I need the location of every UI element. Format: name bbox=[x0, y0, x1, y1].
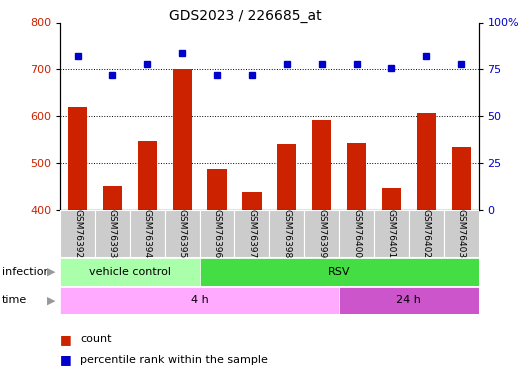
Text: ■: ■ bbox=[60, 354, 72, 366]
Bar bbox=[269, 210, 304, 257]
Text: GSM76401: GSM76401 bbox=[387, 209, 396, 258]
Bar bbox=[347, 144, 366, 210]
Bar bbox=[409, 210, 444, 257]
Bar bbox=[234, 210, 269, 257]
Bar bbox=[60, 286, 339, 314]
Text: vehicle control: vehicle control bbox=[89, 267, 171, 277]
Text: GSM76398: GSM76398 bbox=[282, 209, 291, 258]
Bar bbox=[444, 210, 479, 257]
Text: GDS2023 / 226685_at: GDS2023 / 226685_at bbox=[169, 9, 322, 23]
Text: GSM76397: GSM76397 bbox=[247, 209, 256, 258]
Text: ■: ■ bbox=[60, 333, 72, 346]
Bar bbox=[417, 113, 436, 210]
Bar bbox=[242, 192, 262, 210]
Bar bbox=[312, 120, 331, 210]
Bar bbox=[165, 210, 200, 257]
Bar bbox=[130, 210, 165, 257]
Bar bbox=[95, 210, 130, 257]
Bar bbox=[60, 258, 200, 286]
Text: 4 h: 4 h bbox=[191, 296, 209, 305]
Bar bbox=[173, 69, 192, 210]
Text: GSM76396: GSM76396 bbox=[212, 209, 222, 258]
Text: GSM76395: GSM76395 bbox=[178, 209, 187, 258]
Bar bbox=[277, 144, 297, 210]
Bar bbox=[304, 210, 339, 257]
Text: ▶: ▶ bbox=[47, 267, 55, 277]
Text: GSM76399: GSM76399 bbox=[317, 209, 326, 258]
Bar bbox=[68, 107, 87, 210]
Text: GSM76402: GSM76402 bbox=[422, 209, 431, 258]
Bar bbox=[451, 147, 471, 210]
Text: count: count bbox=[80, 334, 111, 344]
Text: 24 h: 24 h bbox=[396, 296, 421, 305]
Bar bbox=[339, 210, 374, 257]
Text: infection: infection bbox=[2, 267, 50, 277]
Bar bbox=[208, 169, 226, 210]
Bar bbox=[339, 286, 479, 314]
Text: GSM76393: GSM76393 bbox=[108, 209, 117, 258]
Bar bbox=[374, 210, 409, 257]
Text: GSM76392: GSM76392 bbox=[73, 209, 82, 258]
Bar bbox=[200, 258, 479, 286]
Text: RSV: RSV bbox=[328, 267, 350, 277]
Text: percentile rank within the sample: percentile rank within the sample bbox=[80, 355, 268, 365]
Bar bbox=[60, 210, 95, 257]
Text: GSM76403: GSM76403 bbox=[457, 209, 465, 258]
Text: time: time bbox=[2, 296, 27, 305]
Text: ▶: ▶ bbox=[47, 296, 55, 305]
Text: GSM76400: GSM76400 bbox=[352, 209, 361, 258]
Bar bbox=[138, 141, 157, 210]
Bar bbox=[200, 210, 234, 257]
Bar bbox=[382, 188, 401, 210]
Bar bbox=[103, 186, 122, 210]
Text: GSM76394: GSM76394 bbox=[143, 209, 152, 258]
